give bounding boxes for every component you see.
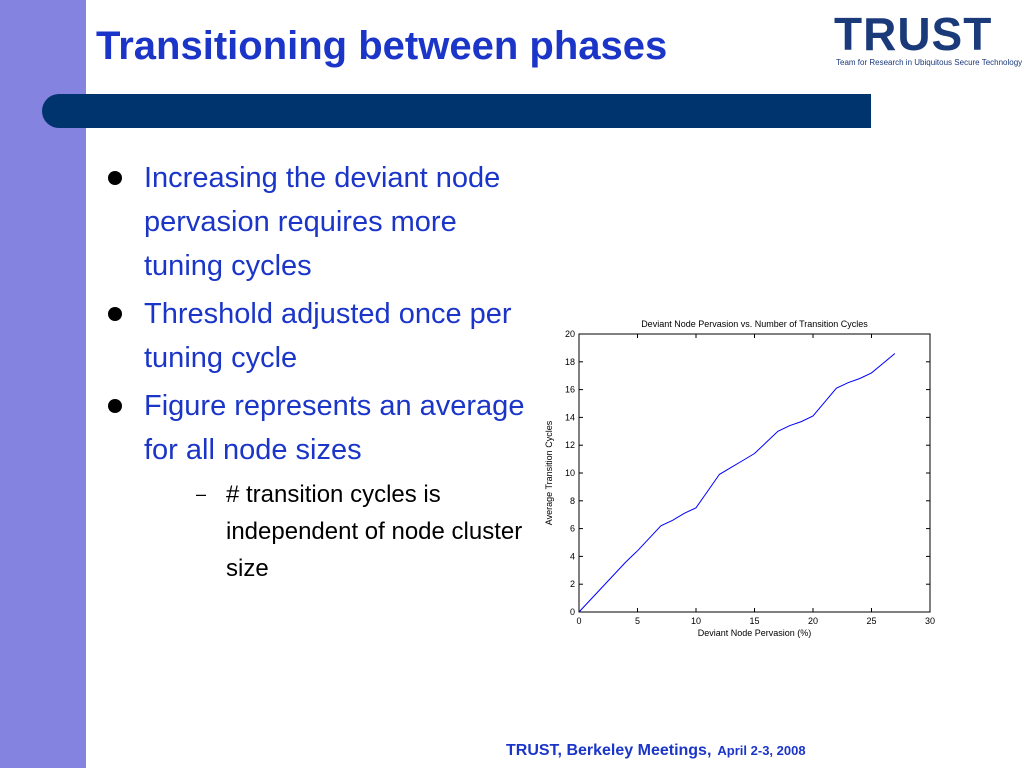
x-tick-label: 10 bbox=[691, 616, 701, 626]
y-tick-label: 12 bbox=[565, 440, 575, 450]
y-tick-label: 14 bbox=[565, 412, 575, 422]
bullet-text: Increasing the deviant node pervasion re… bbox=[144, 162, 501, 282]
bullet-list: Increasing the deviant node pervasion re… bbox=[106, 156, 526, 591]
y-tick-label: 6 bbox=[570, 524, 575, 534]
y-tick-label: 20 bbox=[565, 329, 575, 339]
sub-bullet-dash: – bbox=[196, 484, 207, 504]
y-tick-label: 0 bbox=[570, 607, 575, 617]
sub-bullet-item: – # transition cycles is independent of … bbox=[144, 476, 526, 587]
bullet-dot-icon bbox=[108, 171, 122, 185]
y-tick-label: 10 bbox=[565, 468, 575, 478]
x-axis-label: Deviant Node Pervasion (%) bbox=[698, 628, 812, 638]
line-chart: 0 5 10 15 20 25 30 0 2 4 6 8 10 12 14 16 18 20 Deviant Nod… bbox=[544, 319, 935, 638]
footer: TRUST, Berkeley Meetings, April 2-3, 2008 bbox=[506, 742, 806, 760]
logo-tagline: Team for Research in Ubiquitous Secure T… bbox=[836, 58, 1023, 67]
x-tick-label: 5 bbox=[635, 616, 640, 626]
slide-title: Transitioning between phases bbox=[96, 24, 668, 68]
logo-wordmark: TRUST bbox=[834, 8, 993, 60]
x-tick-label: 0 bbox=[576, 616, 581, 626]
bullet-item: Figure represents an average for all nod… bbox=[106, 384, 526, 587]
y-tick-label: 16 bbox=[565, 385, 575, 395]
trust-logo: TRUST Team for Research in Ubiquitous Se… bbox=[834, 8, 1022, 70]
plot-frame bbox=[578, 333, 931, 613]
x-tick-label: 20 bbox=[808, 616, 818, 626]
y-axis-label: Average Transition Cycles bbox=[544, 420, 554, 525]
bullet-item: Threshold adjusted once per tuning cycle bbox=[106, 292, 526, 380]
sub-bullet-text: # transition cycles is independent of no… bbox=[226, 481, 523, 582]
bullet-dot-icon bbox=[108, 307, 122, 321]
sidebar-band bbox=[0, 0, 86, 768]
x-tick-label: 25 bbox=[866, 616, 876, 626]
y-tick-label: 2 bbox=[570, 579, 575, 589]
chart-title: Deviant Node Pervasion vs. Number of Tra… bbox=[641, 319, 868, 329]
footer-org: TRUST, Berkeley Meetings, bbox=[506, 742, 712, 759]
y-tick-label: 18 bbox=[565, 357, 575, 367]
bullet-item: Increasing the deviant node pervasion re… bbox=[106, 156, 526, 288]
y-tick-label: 4 bbox=[570, 551, 575, 561]
y-tick-label: 8 bbox=[570, 496, 575, 506]
bullet-text: Threshold adjusted once per tuning cycle bbox=[144, 298, 512, 374]
header-bar bbox=[42, 94, 871, 128]
x-tick-label: 15 bbox=[749, 616, 759, 626]
series-line-0 bbox=[578, 353, 896, 613]
bullet-text: Figure represents an average for all nod… bbox=[144, 390, 525, 466]
footer-date: April 2-3, 2008 bbox=[717, 743, 806, 758]
x-tick-label: 30 bbox=[925, 616, 935, 626]
bullet-dot-icon bbox=[108, 399, 122, 413]
